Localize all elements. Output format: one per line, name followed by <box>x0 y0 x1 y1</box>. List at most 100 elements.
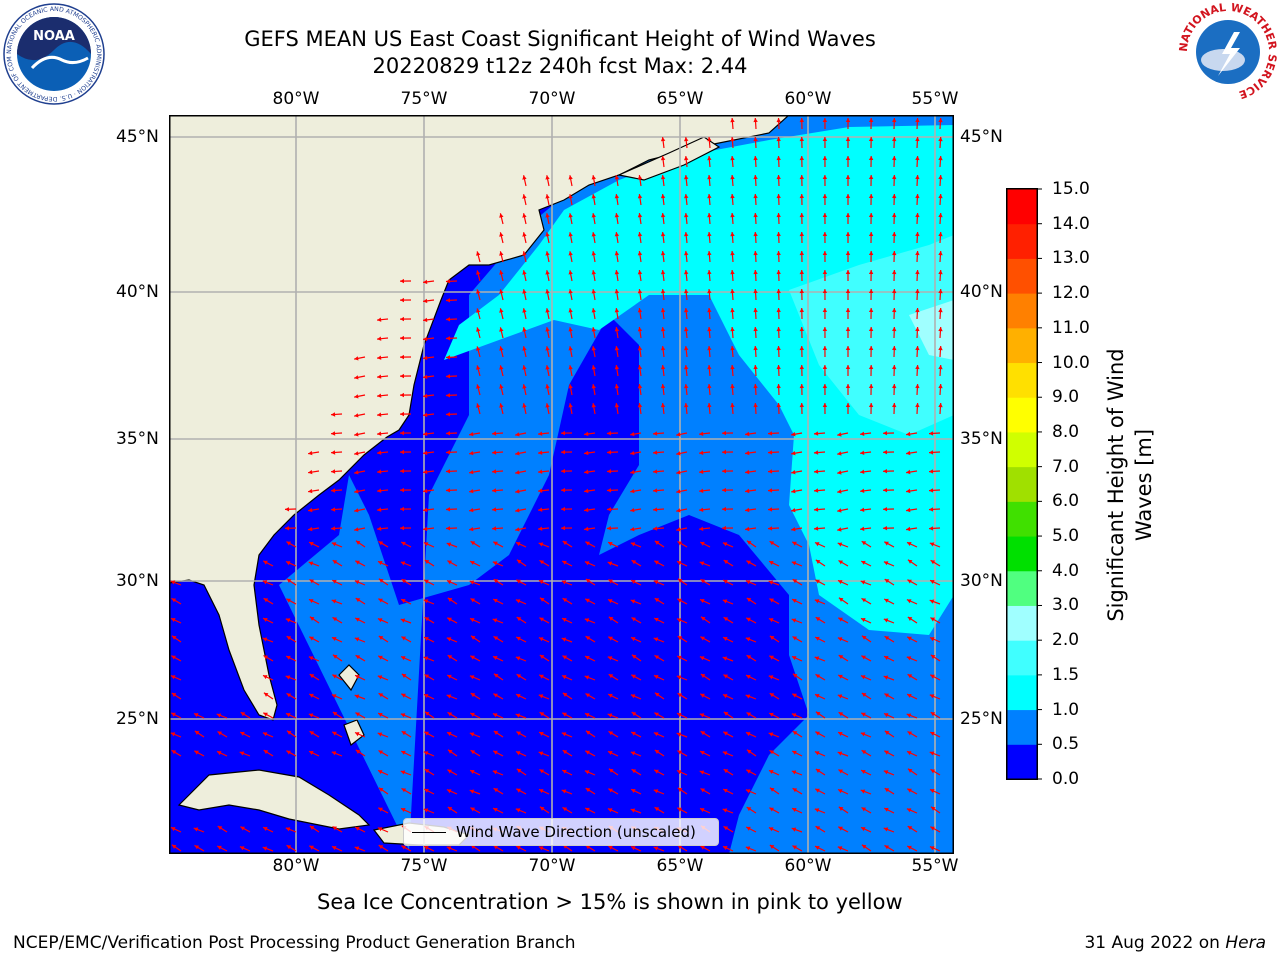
wave-arrow-head <box>446 846 452 851</box>
wave-arrow-head <box>723 637 728 641</box>
wave-arrow-head <box>768 431 773 436</box>
wave-arrow-head <box>892 251 897 256</box>
wave-arrow-head <box>400 335 404 341</box>
wave-arrow-head <box>730 365 735 370</box>
wave-arrow-head <box>660 137 666 142</box>
wave-arrow-head <box>584 507 589 513</box>
wave-arrow-head <box>499 289 504 294</box>
wave-arrow-head <box>286 845 292 850</box>
wave-arrow-head <box>423 279 428 285</box>
wave-arrow-head <box>562 692 568 697</box>
wave-arrow-head <box>776 365 781 370</box>
wave-arrow-head <box>423 336 428 342</box>
wave-arrow-head <box>822 270 828 274</box>
wave-arrow-head <box>492 618 498 623</box>
wave-arrow-head <box>400 316 404 322</box>
wave-arrow-head <box>377 732 383 737</box>
wave-arrow-head <box>776 327 781 332</box>
wave-arrow-head <box>915 137 920 142</box>
wave-arrow-head <box>476 365 481 370</box>
wave-arrow-head <box>239 751 245 756</box>
wave-arrow-head <box>493 598 498 603</box>
wave-arrow-head <box>838 712 844 717</box>
wave-arrow-head <box>822 175 828 179</box>
wave-arrow-head <box>815 711 821 716</box>
wave-arrow-head <box>660 175 666 180</box>
wave-arrow-head <box>845 346 851 350</box>
wave-arrow-head <box>653 789 659 794</box>
wave-arrow-head <box>608 599 613 604</box>
wave-arrow-head <box>423 469 428 475</box>
wave-arrow-head <box>799 156 804 161</box>
wave-arrow-head <box>470 770 475 774</box>
wave-arrow-head <box>516 559 522 564</box>
wave-arrow-head <box>614 365 620 370</box>
wave-arrow-head <box>568 346 573 351</box>
wave-arrow-head <box>861 598 867 603</box>
wave-arrow-head <box>591 194 596 199</box>
wave-arrow-head <box>938 384 943 389</box>
colorbar-tick-label: 12.0 <box>1052 283 1090 304</box>
wave-arrow-head <box>286 636 292 641</box>
wave-arrow-head <box>470 635 476 640</box>
wave-arrow-head <box>868 118 874 122</box>
wave-arrow-head <box>753 384 758 389</box>
wave-arrow-head <box>424 731 429 736</box>
wave-arrow-head <box>792 808 797 812</box>
wave-arrow-head <box>929 450 934 455</box>
wave-arrow-head <box>423 317 428 323</box>
wave-arrow-head <box>568 251 573 256</box>
wave-arrow-head <box>568 289 573 294</box>
wave-arrow-head <box>753 251 758 256</box>
wave-arrow-head <box>522 308 527 313</box>
wave-arrow-head <box>676 451 681 456</box>
wave-arrow-head <box>637 384 643 389</box>
wave-arrow-head <box>684 327 689 332</box>
wave-arrow-head <box>354 432 359 437</box>
wave-arrow-head <box>171 635 177 640</box>
wave-arrow-head <box>286 693 292 698</box>
wave-arrow-head <box>378 561 383 565</box>
wave-arrow-head <box>515 451 520 456</box>
wave-arrow-head <box>591 403 596 408</box>
wave-arrow-head <box>585 598 590 603</box>
wave-arrow-head <box>286 750 291 755</box>
wave-arrow-head <box>401 808 406 812</box>
wave-arrow-head <box>499 327 504 332</box>
wave-arrow-head <box>815 788 820 793</box>
wave-arrow-head <box>539 769 544 774</box>
wave-arrow-head <box>861 770 866 774</box>
wave-arrow-head <box>892 137 897 142</box>
colorbar-bin <box>1007 709 1037 745</box>
wave-arrow-head <box>286 578 292 583</box>
wave-arrow-head <box>424 846 429 850</box>
wave-arrow-head <box>400 487 404 493</box>
wave-arrow-head <box>730 403 735 408</box>
colorbar-tick-label: 9.0 <box>1052 387 1080 408</box>
wave-arrow-head <box>907 694 912 698</box>
wave-arrow-head <box>423 542 429 547</box>
wave-arrow-head <box>608 579 613 584</box>
wave-arrow-head <box>424 694 429 699</box>
wave-arrow-head <box>355 712 360 717</box>
wave-arrow-head <box>676 732 682 737</box>
wave-arrow-head <box>562 750 568 755</box>
wave-arrow-head <box>822 194 828 198</box>
wave-arrow-head <box>516 636 521 641</box>
wave-arrow-head <box>930 617 935 622</box>
wave-arrow-head <box>545 365 550 370</box>
wave-arrow-head <box>522 384 527 389</box>
wave-arrow-head <box>424 637 429 641</box>
wave-arrow-head <box>424 769 430 774</box>
wave-arrow-head <box>630 751 636 756</box>
wave-arrow-head <box>707 232 712 237</box>
bahamas-island <box>343 719 365 746</box>
wave-arrow-head <box>637 365 643 370</box>
wave-arrow-head <box>815 826 821 831</box>
wave-arrow-head <box>355 598 361 603</box>
lat-tick-left: 40°N <box>116 282 159 302</box>
wave-arrow-head <box>561 637 567 642</box>
wave-arrow-head <box>585 579 591 583</box>
wave-arrow-head <box>614 403 620 408</box>
wave-arrow-head <box>608 674 614 679</box>
